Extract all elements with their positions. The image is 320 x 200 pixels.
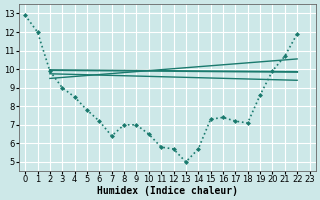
X-axis label: Humidex (Indice chaleur): Humidex (Indice chaleur) — [97, 186, 238, 196]
